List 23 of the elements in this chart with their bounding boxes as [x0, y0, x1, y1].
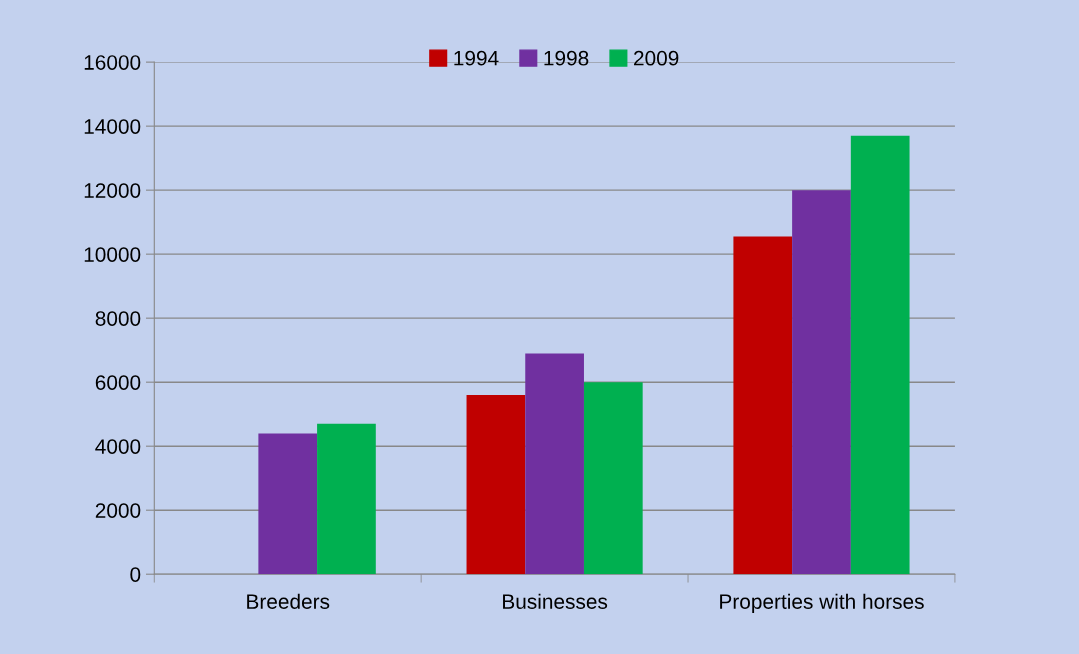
bar	[733, 236, 793, 575]
y-tick-label: 12000	[84, 183, 141, 198]
bar	[466, 394, 526, 575]
y-tick-label: 16000	[84, 55, 141, 70]
y-tick-label: 4000	[95, 439, 141, 454]
legend-label: 1994	[454, 50, 499, 66]
y-tick-label: 10000	[84, 247, 141, 262]
y-tick-label: 14000	[84, 119, 141, 134]
bar	[792, 190, 851, 575]
legend-label: 2009	[634, 50, 679, 66]
bar	[850, 135, 910, 575]
bar	[317, 423, 376, 575]
x-tick-label: Breeders	[247, 593, 330, 609]
y-tick-label: 2000	[95, 503, 141, 518]
legend-label: 1998	[544, 50, 589, 66]
bar	[258, 433, 318, 575]
x-tick-label: Properties with horses	[720, 593, 924, 614]
bar	[583, 382, 643, 575]
y-tick-label: 0	[130, 567, 141, 582]
bar	[525, 353, 584, 575]
y-tick-label: 8000	[95, 311, 141, 326]
x-tick-label: Businesses	[503, 593, 608, 609]
y-tick-label: 6000	[95, 375, 141, 390]
